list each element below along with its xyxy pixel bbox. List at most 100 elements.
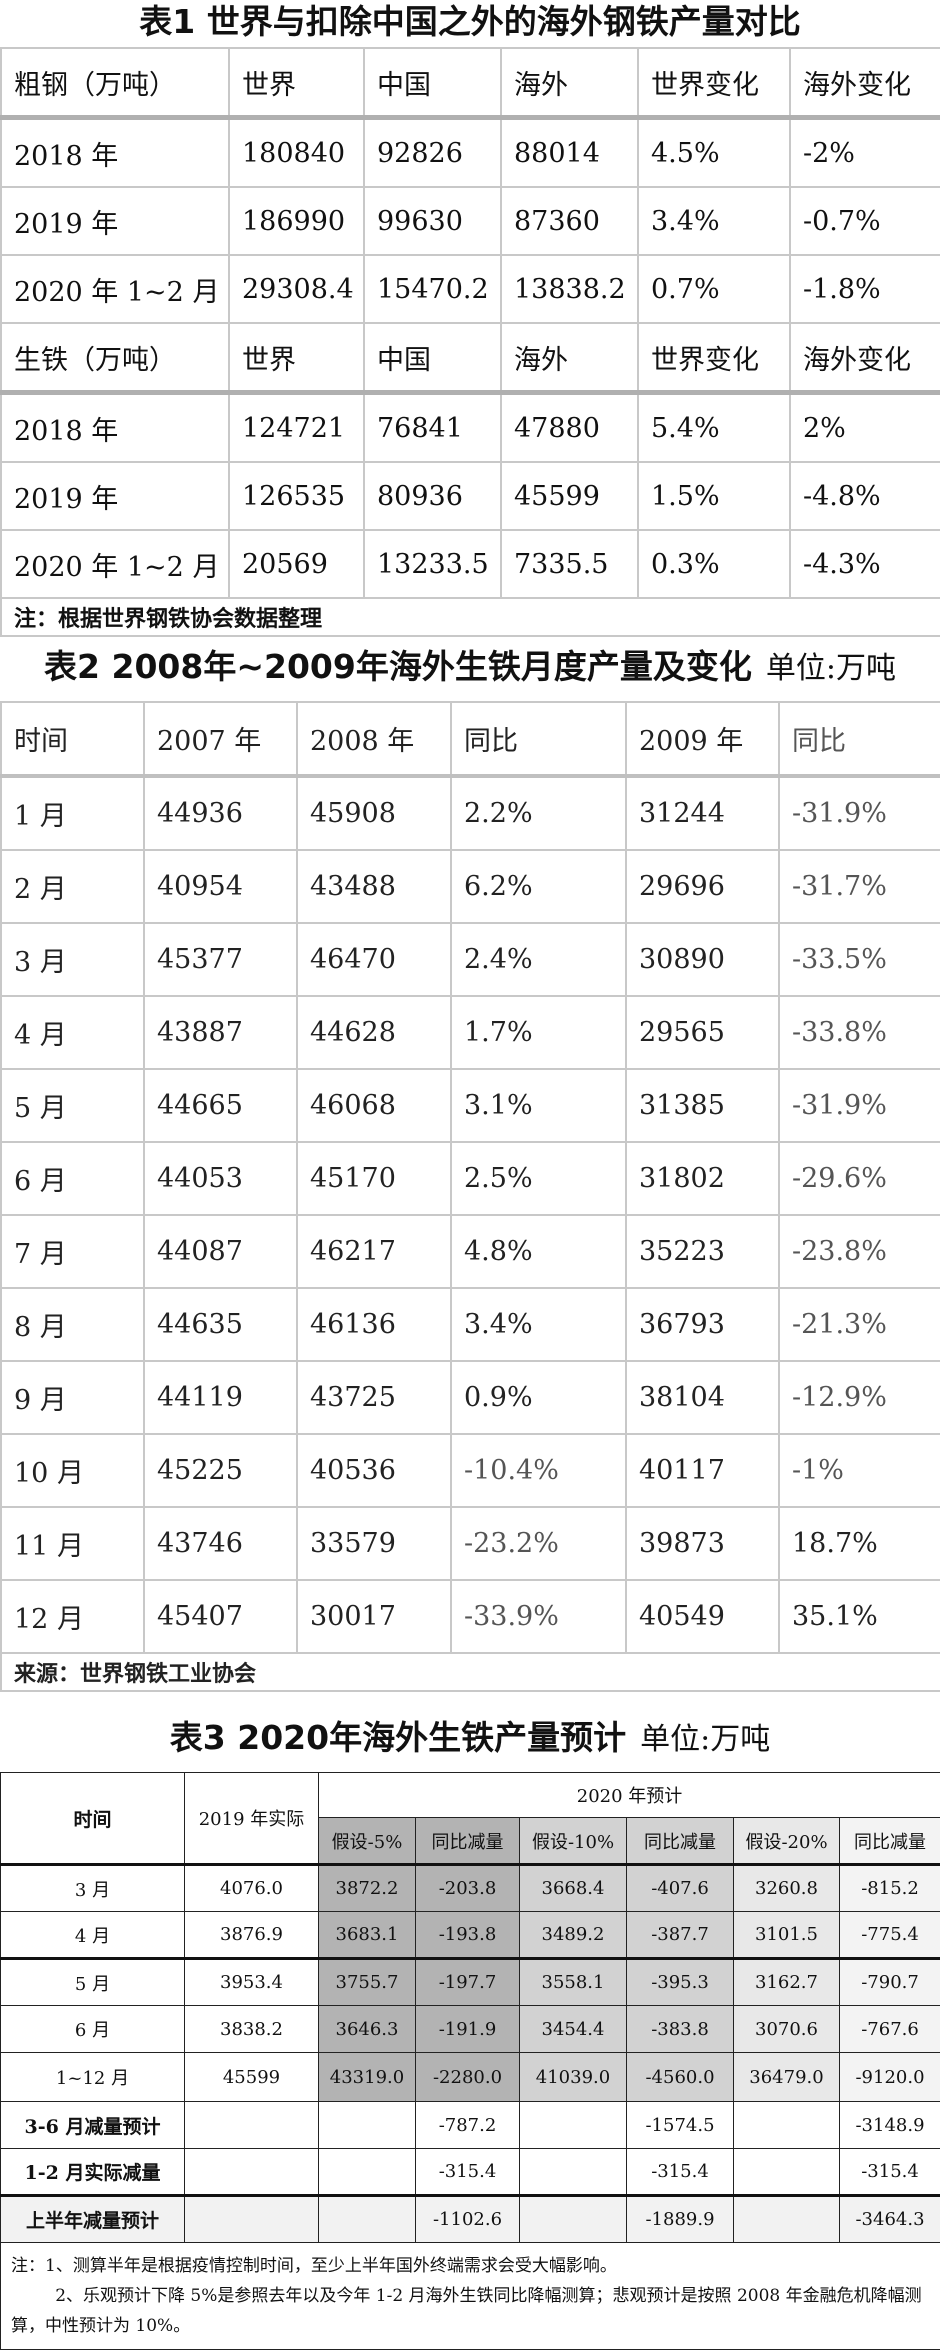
table-cell: 35.1% (779, 1580, 940, 1653)
table-cell (734, 2102, 840, 2149)
table-cell: -23.2% (451, 1507, 626, 1580)
table-cell: 29565 (626, 996, 779, 1069)
table-cell: 80936 (364, 462, 501, 530)
table-cell: -12.9% (779, 1361, 940, 1434)
table-cell: -197.7 (416, 1959, 520, 2006)
table-cell: 33579 (297, 1507, 451, 1580)
table-cell: -1574.5 (627, 2102, 734, 2149)
table-cell: 9 月 (1, 1361, 144, 1434)
table-cell: -31.9% (779, 1069, 940, 1142)
table-cell (319, 2196, 416, 2243)
table-cell: 43887 (144, 996, 297, 1069)
table-cell: -33.9% (451, 1580, 626, 1653)
table-cell: -1102.6 (416, 2196, 520, 2243)
note-2: 2、乐观预计下降 5%是参照去年以及今年 1-2 月海外生铁同比降幅测算；悲观预… (11, 2281, 930, 2341)
table-cell: 124721 (229, 393, 364, 463)
table-cell: -33.8% (779, 996, 940, 1069)
table-cell: -31.9% (779, 776, 940, 850)
table-cell: 3454.4 (520, 2006, 627, 2053)
table-cell: 40954 (144, 850, 297, 923)
summary-row: 3-6 月减量预计-787.2-1574.5-3148.9 (1, 2102, 940, 2149)
table-cell (319, 2102, 416, 2149)
table-cell: 2020 年 1~2 月 (1, 530, 229, 598)
table3-2020-forecast: 时间 2019 年实际 2020 年预计 假设-5%同比减量假设-10%同比减量… (0, 1772, 940, 2350)
table-cell: 1.7% (451, 996, 626, 1069)
table-cell: 44635 (144, 1288, 297, 1361)
table-cell: 2020 年 1~2 月 (1, 255, 229, 323)
table-cell (319, 2149, 416, 2196)
header-cell: 海外 (501, 48, 638, 118)
table-cell: 3 月 (1, 923, 144, 996)
table-cell: 45225 (144, 1434, 297, 1507)
table2-unit: 单位:万吨 (766, 651, 896, 686)
header-cell: 中国 (364, 323, 501, 393)
table-cell: 30017 (297, 1580, 451, 1653)
table-cell: 2019 年 (1, 462, 229, 530)
table-cell: 46217 (297, 1215, 451, 1288)
table-cell: 87360 (501, 187, 638, 255)
table-cell (185, 2149, 319, 2196)
table-cell: 46136 (297, 1288, 451, 1361)
table-cell: -0.7% (790, 187, 940, 255)
table-cell: -10.4% (451, 1434, 626, 1507)
table-cell: -395.3 (627, 1959, 734, 2006)
table-cell: 3070.6 (734, 2006, 840, 2053)
header-cell: 世界变化 (638, 48, 790, 118)
table-cell: 99630 (364, 187, 501, 255)
table-cell: 88014 (501, 118, 638, 188)
table-cell: 0.7% (638, 255, 790, 323)
header-cell: 同比 (451, 702, 626, 776)
table-cell: -407.6 (627, 1865, 734, 1912)
header-2020-forecast: 2020 年预计 (319, 1773, 940, 1818)
table-cell: 6 月 (1, 2006, 185, 2053)
header-cell: 海外 (501, 323, 638, 393)
table-cell: 45599 (185, 2053, 319, 2102)
table-cell: 45407 (144, 1580, 297, 1653)
subheader-cell: 假设-10% (520, 1818, 627, 1865)
table-cell: 5.4% (638, 393, 790, 463)
table-cell: 3260.8 (734, 1865, 840, 1912)
table-cell: 3876.9 (185, 1912, 319, 1959)
table-cell: -4.3% (790, 530, 940, 598)
table-cell: 3162.7 (734, 1959, 840, 2006)
table-cell: -4.8% (790, 462, 940, 530)
table-cell: 40536 (297, 1434, 451, 1507)
table-cell: -3464.3 (840, 2196, 940, 2243)
table-cell: 45377 (144, 923, 297, 996)
table-cell: 44665 (144, 1069, 297, 1142)
header-cell: 海外变化 (790, 323, 940, 393)
table-cell: -203.8 (416, 1865, 520, 1912)
table-cell: 31385 (626, 1069, 779, 1142)
table-cell: 3646.3 (319, 2006, 416, 2053)
table-cell: 3101.5 (734, 1912, 840, 1959)
table-cell: -2280.0 (416, 2053, 520, 2102)
table-cell: 46470 (297, 923, 451, 996)
table3-title: 表3 2020年海外生铁产量预计 (170, 1718, 626, 1757)
table-cell: 44087 (144, 1215, 297, 1288)
table-cell: 18.7% (779, 1507, 940, 1580)
table-cell: 3953.4 (185, 1959, 319, 2006)
table-cell: 30890 (626, 923, 779, 996)
table-cell: 40549 (626, 1580, 779, 1653)
table-header-row: 粗钢（万吨）世界中国海外世界变化海外变化 (1, 48, 940, 118)
table-cell: 1-2 月实际减量 (1, 2149, 185, 2196)
table-cell: -4560.0 (627, 2053, 734, 2102)
table-cell: 4 月 (1, 1912, 185, 1959)
table3-unit: 单位:万吨 (640, 1722, 770, 1757)
table-cell: 10 月 (1, 1434, 144, 1507)
table-cell: -29.6% (779, 1142, 940, 1215)
